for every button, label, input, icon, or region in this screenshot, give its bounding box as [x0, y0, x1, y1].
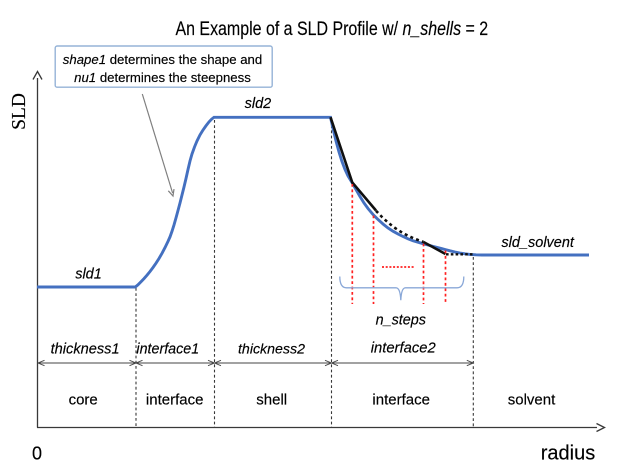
svg-text:sld1: sld1	[75, 267, 102, 283]
svg-text:interface: interface	[146, 392, 204, 409]
svg-text:thickness2: thickness2	[238, 342, 305, 358]
svg-text:shape1 determines the shape an: shape1 determines the shape and	[63, 52, 262, 67]
svg-text:interface: interface	[372, 392, 430, 409]
svg-text:0: 0	[32, 444, 42, 464]
svg-text:n_steps: n_steps	[376, 312, 426, 328]
svg-text:shell: shell	[256, 392, 287, 409]
svg-text:An Example of a SLD Profile w/: An Example of a SLD Profile w/ n_shells …	[175, 17, 488, 39]
svg-text:interface2: interface2	[371, 341, 437, 357]
svg-text:core: core	[69, 392, 98, 409]
svg-text:SLD: SLD	[9, 93, 30, 130]
svg-text:solvent: solvent	[508, 392, 556, 409]
svg-text:sld2: sld2	[245, 96, 272, 112]
svg-text:interface1: interface1	[136, 342, 199, 358]
svg-text:radius: radius	[541, 443, 595, 465]
svg-text:thickness1: thickness1	[51, 342, 120, 358]
svg-text:nu1 determines the steepness: nu1 determines the steepness	[74, 70, 251, 85]
svg-text:sld_solvent: sld_solvent	[501, 235, 575, 251]
